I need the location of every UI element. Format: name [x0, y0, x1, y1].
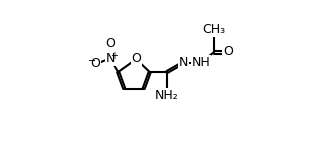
Text: NH₂: NH₂ [155, 89, 179, 102]
Text: O: O [131, 52, 141, 65]
Text: O: O [105, 37, 115, 50]
Text: O: O [91, 57, 101, 70]
Text: N: N [106, 52, 115, 65]
Text: CH₃: CH₃ [202, 23, 225, 36]
Text: +: + [110, 51, 118, 61]
Text: N: N [179, 56, 188, 69]
Text: NH: NH [192, 56, 210, 69]
Text: −: − [88, 56, 96, 66]
Text: O: O [223, 45, 233, 58]
